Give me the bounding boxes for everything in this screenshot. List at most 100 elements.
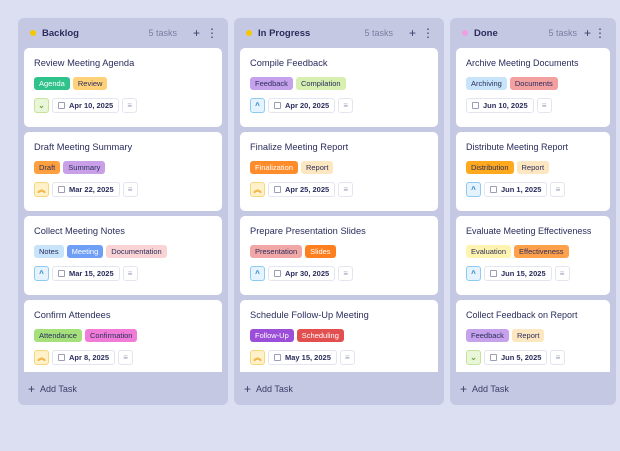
description-icon[interactable]: ≡	[550, 350, 566, 365]
calendar-icon	[490, 270, 497, 277]
due-date-text: Apr 30, 2025	[285, 269, 330, 278]
tag: Review	[72, 77, 108, 90]
due-date[interactable]: Apr 10, 2025	[52, 98, 120, 113]
calendar-icon	[274, 186, 281, 193]
task-card[interactable]: Confirm Attendees Attendance Confirmation…	[24, 300, 222, 372]
card-list: Archive Meeting Documents Archiving Docum…	[456, 48, 610, 372]
more-options-icon[interactable]: ⋮	[422, 26, 434, 40]
priority-high-icon[interactable]: ︽	[34, 350, 49, 365]
task-card[interactable]: Review Meeting Agenda Agenda Review ⌄ Apr 1…	[24, 48, 222, 127]
calendar-icon	[58, 186, 65, 193]
due-date[interactable]: Jun 1, 2025	[484, 182, 548, 197]
task-card[interactable]: Prepare Presentation Slides Presentation…	[240, 216, 438, 295]
calendar-icon	[58, 354, 65, 361]
tag: Archiving	[466, 77, 507, 90]
description-icon[interactable]: ≡	[118, 350, 134, 365]
description-icon[interactable]: ≡	[536, 98, 552, 113]
task-card[interactable]: Distribute Meeting Report Distribution Re…	[456, 132, 610, 211]
card-footer: ⌄ Apr 10, 2025 ≡	[34, 98, 212, 113]
task-card[interactable]: Finalize Meeting Report Finalization Repo…	[240, 132, 438, 211]
due-date-text: Jun 5, 2025	[501, 353, 542, 362]
description-icon[interactable]: ≡	[122, 182, 138, 197]
due-date-text: Apr 10, 2025	[69, 101, 114, 110]
description-icon[interactable]: ≡	[338, 182, 354, 197]
tag: Feedback	[250, 77, 293, 90]
due-date[interactable]: Apr 25, 2025	[268, 182, 336, 197]
card-footer: ︽ May 15, 2025 ≡	[250, 350, 428, 365]
priority-low-icon[interactable]: ⌄	[34, 98, 49, 113]
more-options-icon[interactable]: ⋮	[206, 26, 218, 40]
description-icon[interactable]: ≡	[339, 350, 355, 365]
tag: Effectiveness	[514, 245, 569, 258]
task-card[interactable]: Draft Meeting Summary Draft Summary ︽ Mar 2…	[24, 132, 222, 211]
task-card[interactable]: Archive Meeting Documents Archiving Docum…	[456, 48, 610, 127]
due-date-text: Apr 25, 2025	[285, 185, 330, 194]
priority-medium-icon[interactable]: ^	[466, 266, 481, 281]
task-card[interactable]: Collect Feedback on Report Feedback Repor…	[456, 300, 610, 372]
priority-high-icon[interactable]: ︽	[34, 182, 49, 197]
task-card[interactable]: Compile Feedback Feedback Compilation ^ Apr…	[240, 48, 438, 127]
due-date-text: Mar 15, 2025	[69, 269, 114, 278]
due-date[interactable]: Jun 5, 2025	[484, 350, 548, 365]
task-card[interactable]: Collect Meeting Notes Notes Meeting Docume…	[24, 216, 222, 295]
task-title: Schedule Follow-Up Meeting	[250, 310, 369, 320]
tag: Documents	[509, 77, 558, 90]
add-task-button[interactable]: + Add Task	[450, 372, 616, 405]
column-in-progress: In Progress 5 tasks + ⋮ Compile Feedback…	[234, 18, 444, 405]
description-icon[interactable]: ≡	[550, 182, 566, 197]
calendar-icon	[274, 354, 281, 361]
task-card[interactable]: Evaluate Meeting Effectiveness Evaluatio…	[456, 216, 610, 295]
priority-medium-icon[interactable]: ^	[250, 266, 265, 281]
task-title: Review Meeting Agenda	[34, 58, 135, 68]
priority-high-icon[interactable]: ︽	[250, 182, 265, 197]
tag: Evaluation	[466, 245, 512, 258]
task-title: Finalize Meeting Report	[250, 142, 349, 152]
tag: Summary	[63, 161, 106, 174]
due-date[interactable]: Jun 15, 2025	[484, 266, 552, 281]
description-icon[interactable]: ≡	[338, 98, 354, 113]
task-count: 5 tasks	[148, 28, 177, 38]
due-date[interactable]: Jun 10, 2025	[466, 98, 534, 113]
due-date[interactable]: Apr 20, 2025	[268, 98, 336, 113]
priority-medium-icon[interactable]: ^	[466, 182, 481, 197]
description-icon[interactable]: ≡	[554, 266, 570, 281]
add-task-button[interactable]: + Add Task	[18, 372, 228, 405]
task-title: Distribute Meeting Report	[466, 142, 569, 152]
tag-list: Draft Summary	[34, 161, 212, 174]
priority-medium-icon[interactable]: ^	[34, 266, 49, 281]
status-dot-icon	[462, 30, 468, 36]
due-date[interactable]: May 15, 2025	[268, 350, 337, 365]
task-title: Confirm Attendees	[34, 310, 111, 320]
tag-list: Notes Meeting Documentation	[34, 245, 212, 258]
priority-low-icon[interactable]: ⌄	[466, 350, 481, 365]
due-date-text: Jun 1, 2025	[501, 185, 542, 194]
task-title: Draft Meeting Summary	[34, 142, 133, 152]
add-icon[interactable]: +	[408, 26, 416, 40]
tag: Finalization	[250, 161, 298, 174]
status-dot-icon	[246, 30, 252, 36]
tag-list: Distribution Report	[466, 161, 600, 174]
calendar-icon	[274, 270, 281, 277]
description-icon[interactable]: ≡	[122, 98, 138, 113]
more-options-icon[interactable]: ⋮	[594, 26, 606, 40]
due-date[interactable]: Mar 15, 2025	[52, 266, 120, 281]
due-date[interactable]: Apr 30, 2025	[268, 266, 336, 281]
add-icon[interactable]: +	[583, 26, 591, 40]
add-task-button[interactable]: + Add Task	[234, 372, 444, 405]
plus-icon: +	[460, 381, 468, 396]
due-date[interactable]: Apr 8, 2025	[52, 350, 116, 365]
add-icon[interactable]: +	[192, 26, 200, 40]
tag: Report	[300, 161, 334, 174]
calendar-icon	[58, 102, 65, 109]
tag: Compilation	[295, 77, 346, 90]
tag: Confirmation	[84, 329, 138, 342]
card-footer: ^ Apr 20, 2025 ≡	[250, 98, 428, 113]
due-date-text: Apr 20, 2025	[285, 101, 330, 110]
task-card[interactable]: Schedule Follow-Up Meeting Follow-Up Sche…	[240, 300, 438, 372]
priority-high-icon[interactable]: ︽	[250, 350, 265, 365]
description-icon[interactable]: ≡	[122, 266, 138, 281]
due-date[interactable]: Mar 22, 2025	[52, 182, 120, 197]
priority-medium-icon[interactable]: ^	[250, 98, 265, 113]
column-backlog: Backlog 5 tasks + ⋮ Review Meeting Agend…	[18, 18, 228, 405]
description-icon[interactable]: ≡	[338, 266, 354, 281]
